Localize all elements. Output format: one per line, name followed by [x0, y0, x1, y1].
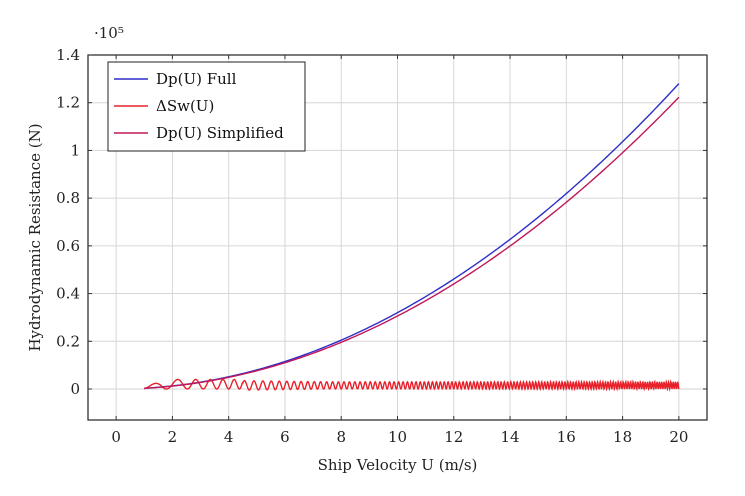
- grid-lines: [88, 54, 707, 420]
- x-tick-label: 16: [557, 428, 576, 446]
- x-tick-label: 6: [280, 428, 290, 446]
- x-tick-label: 12: [444, 428, 463, 446]
- x-tick-label: 14: [500, 428, 519, 446]
- y-tick-label: 0.4: [56, 285, 80, 303]
- x-tick-label: 0: [111, 428, 121, 446]
- ticks: 0 2 4 6 8 10 12 14 16 18 20 0 0.2 0.4 0.6 0.8 1 1.2 1.4: [56, 46, 707, 446]
- legend: Dp(U) Full ΔSw(U) Dp(U) Simplified: [107, 61, 306, 152]
- y-tick-label: 1: [70, 141, 80, 159]
- legend-label-1: ΔSw(U): [156, 97, 214, 115]
- x-tick-label: 10: [388, 428, 407, 446]
- y-tick-label: 1.4: [56, 46, 80, 64]
- x-tick-label: 8: [336, 428, 346, 446]
- x-tick-label: 4: [224, 428, 234, 446]
- y-tick-label: 0: [70, 380, 80, 398]
- y-axis-multiplier: ·10⁵: [94, 24, 124, 42]
- legend-label-2: Dp(U) Simplified: [156, 124, 284, 142]
- y-axis-title: Hydrodynamic Resistance (N): [26, 123, 44, 351]
- y-tick-label: 0.6: [56, 237, 80, 255]
- series-line-2: [144, 96, 680, 389]
- legend-label-0: Dp(U) Full: [156, 70, 237, 88]
- y-tick-label: 1.2: [56, 94, 80, 112]
- y-tick-label: 0.8: [56, 189, 80, 207]
- series-line-1: [143, 378, 680, 392]
- x-tick-label: 20: [669, 428, 688, 446]
- y-tick-label: 0.2: [56, 332, 80, 350]
- x-axis-title: Ship Velocity U (m/s): [318, 456, 478, 474]
- x-tick-label: 18: [613, 428, 632, 446]
- series: [143, 83, 680, 392]
- x-tick-label: 2: [168, 428, 178, 446]
